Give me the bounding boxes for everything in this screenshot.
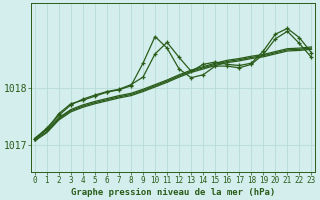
X-axis label: Graphe pression niveau de la mer (hPa): Graphe pression niveau de la mer (hPa) [71,188,275,197]
